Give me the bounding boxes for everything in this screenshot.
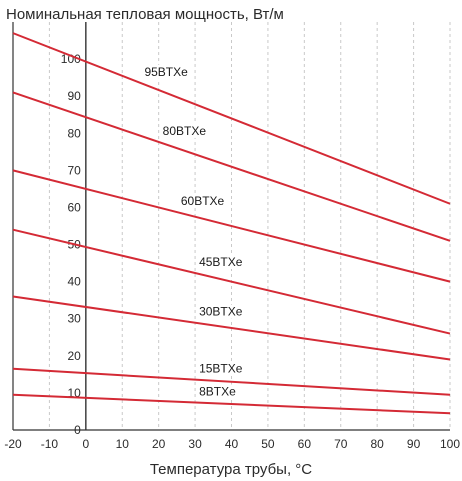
series-label-bg: [197, 254, 245, 269]
x-tick-label: -10: [41, 437, 59, 451]
series-line-30BTXe: [12, 295, 451, 361]
x-tick-label: 90: [407, 437, 421, 451]
y-tick-label: 100: [61, 52, 81, 66]
series-label-45BTXe: 45BTXe: [199, 255, 243, 269]
y-tick-label: 80: [67, 126, 81, 140]
x-tick-label: 30: [188, 437, 202, 451]
series-lines: [12, 32, 451, 415]
axes: [12, 22, 450, 431]
series-label-15BTXe: 15BTXe: [199, 362, 243, 376]
y-tick-label: 70: [67, 163, 81, 177]
x-tick-label: 10: [116, 437, 130, 451]
y-tick-label: 40: [67, 275, 81, 289]
series-line-8BTXe: [12, 393, 451, 415]
series-labels: 95BTXe 80BTXe 60BTXe 45BTXe 30BTXe 15BTXe 8BTX…: [142, 64, 245, 399]
x-tick-label: 20: [152, 437, 166, 451]
x-tick-label: 0: [82, 437, 89, 451]
series-line-15BTXe: [12, 367, 451, 396]
series-label-30BTXe: 30BTXe: [199, 305, 243, 319]
x-tick-labels: -20 -10 0 10 20 30 40 50 60 70 80 90 100: [4, 437, 460, 451]
y-tick-label: 60: [67, 200, 81, 214]
series-line-45BTXe: [12, 228, 451, 335]
x-axis-label: Температура трубы, °C: [150, 461, 312, 478]
series-label-80BTXe: 80BTXe: [163, 124, 207, 138]
series-label-bg: [142, 64, 190, 79]
series-line-80BTXe: [12, 91, 451, 242]
series-line-95BTXe: [12, 32, 451, 205]
series-label-bg: [197, 304, 245, 319]
y-tick-label: 90: [67, 89, 81, 103]
y-tick-label: 20: [67, 349, 81, 363]
x-tick-label: 40: [225, 437, 239, 451]
series-label-bg: [160, 123, 208, 138]
y-axis-label: Номинальная тепловая мощность, Вт/м: [6, 6, 284, 23]
series-label-8BTXe: 8BTXe: [199, 384, 236, 398]
series-label-95BTXe: 95BTXe: [144, 65, 188, 79]
series-label-bg: [178, 194, 227, 209]
x-tick-label: 100: [440, 437, 460, 451]
x-tick-label: 80: [370, 437, 384, 451]
series-label-bg: [197, 361, 245, 376]
series-line-60BTXe: [12, 169, 451, 283]
grid: [48, 22, 451, 430]
x-tick-label: 60: [298, 437, 312, 451]
x-tick-label: 50: [261, 437, 275, 451]
x-tick-label: 70: [334, 437, 348, 451]
y-tick-label: 30: [67, 312, 81, 326]
y-tick-label: 0: [74, 423, 81, 437]
series-label-60BTXe: 60BTXe: [181, 194, 225, 208]
series-label-bg: [197, 384, 238, 399]
x-tick-label: -20: [4, 437, 22, 451]
